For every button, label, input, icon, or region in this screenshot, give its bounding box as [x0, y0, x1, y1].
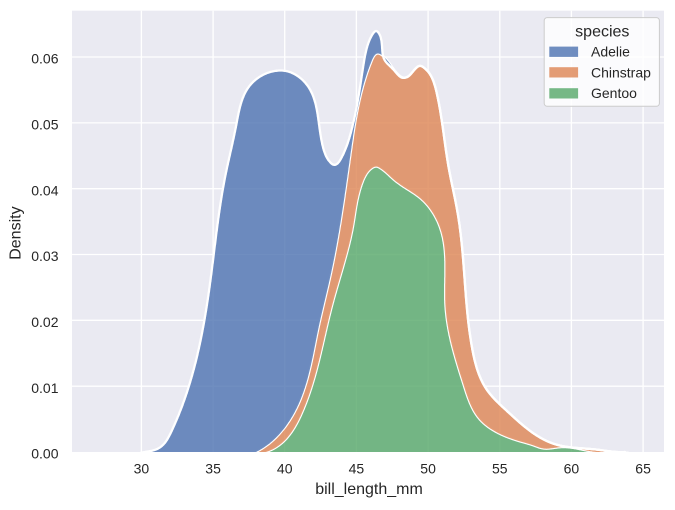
- svg-text:60: 60: [564, 461, 580, 477]
- svg-text:35: 35: [205, 461, 221, 477]
- svg-text:0.06: 0.06: [31, 51, 58, 67]
- svg-text:Density: Density: [8, 206, 25, 259]
- svg-text:species: species: [575, 23, 629, 40]
- svg-text:0.03: 0.03: [31, 248, 58, 264]
- svg-text:0.00: 0.00: [31, 446, 58, 462]
- svg-text:65: 65: [635, 461, 651, 477]
- svg-text:30: 30: [134, 461, 150, 477]
- svg-text:0.01: 0.01: [31, 380, 58, 396]
- svg-text:bill_length_mm: bill_length_mm: [315, 481, 423, 498]
- svg-text:40: 40: [277, 461, 293, 477]
- svg-text:Chinstrap: Chinstrap: [591, 64, 651, 80]
- svg-text:50: 50: [420, 461, 436, 477]
- svg-text:Adelie: Adelie: [591, 44, 630, 60]
- svg-text:45: 45: [349, 461, 365, 477]
- svg-text:0.02: 0.02: [31, 314, 58, 330]
- svg-text:0.04: 0.04: [31, 182, 58, 198]
- svg-text:0.05: 0.05: [31, 117, 58, 133]
- svg-text:Gentoo: Gentoo: [591, 85, 637, 101]
- svg-text:55: 55: [492, 461, 508, 477]
